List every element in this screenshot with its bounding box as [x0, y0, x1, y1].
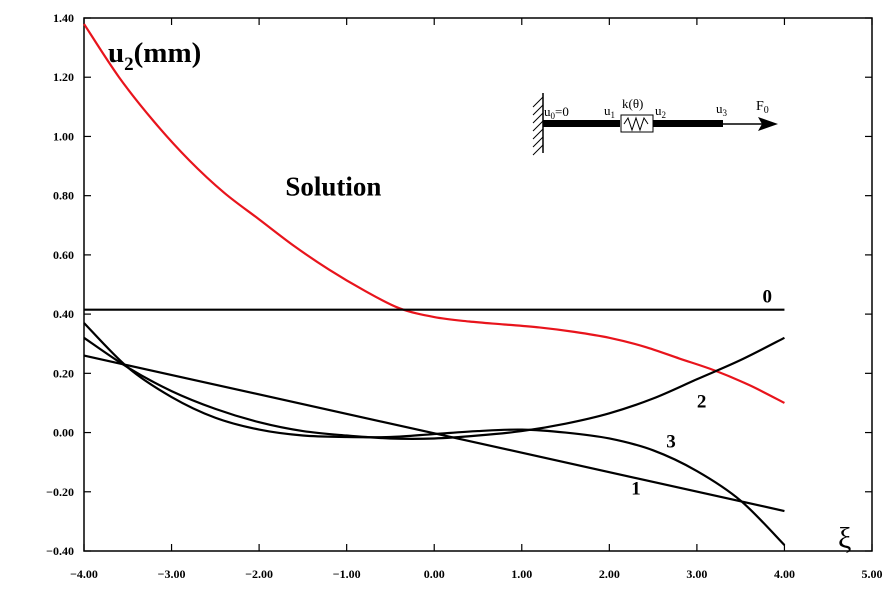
x-tick-label: 4.00 — [774, 567, 795, 581]
y-tick-label: 1.20 — [53, 70, 74, 84]
x-tick-label: 0.00 — [424, 567, 445, 581]
series-labels: Solution 0 1 23 — [285, 172, 772, 500]
inset-label-u2: u2 — [655, 103, 666, 120]
inset-label-u1: u1 — [604, 103, 615, 120]
tick-marks — [83, 17, 873, 552]
series-label-2: 2 — [697, 391, 707, 412]
y-axis-label-sub: 2 — [124, 54, 134, 75]
inset-label-u0: u0=0 — [544, 104, 569, 121]
plot-frame — [83, 17, 873, 552]
x-tick-label: −1.00 — [333, 567, 361, 581]
y-axis-label-unit: (mm) — [134, 37, 202, 69]
y-tick-label: 1.40 — [53, 11, 74, 25]
inset-label-f0: F0 — [756, 99, 769, 116]
y-tick-label: 0.80 — [53, 189, 74, 203]
y-tick-label: −0.40 — [46, 544, 74, 558]
x-tick-label: 3.00 — [686, 567, 707, 581]
series-line-solution — [83, 23, 785, 404]
series-label-0: 0 — [763, 286, 773, 307]
force-arrow-head — [758, 117, 778, 131]
y-tick-label: 0.00 — [53, 426, 74, 440]
bar-left — [543, 120, 620, 127]
y-tick-label: 0.20 — [53, 366, 74, 380]
spring-zigzag — [623, 116, 649, 132]
series-line-curve-2 — [83, 336, 785, 440]
series-label-3: 3 — [666, 431, 676, 452]
series-lines — [83, 23, 786, 546]
bar-right — [653, 120, 723, 127]
series-line-curve-3 — [83, 322, 786, 546]
x-tick-label: 2.00 — [599, 567, 620, 581]
y-tick-label: 0.60 — [53, 248, 74, 262]
x-tick-label: −4.00 — [70, 567, 98, 581]
y-tick-label: 0.40 — [53, 307, 74, 321]
axes — [83, 17, 873, 552]
x-axis-label: ξ — [838, 522, 851, 555]
wall-hatch — [532, 96, 544, 156]
series-label-solution: Solution — [285, 172, 381, 202]
y-tick-label: −0.20 — [46, 485, 74, 499]
y-tick-label: 1.00 — [53, 129, 74, 143]
inset-label-k: k(θ) — [622, 96, 643, 111]
x-tick-label: 1.00 — [511, 567, 532, 581]
x-tick-label: 5.00 — [862, 567, 883, 581]
inset-label-u3: u3 — [716, 101, 728, 118]
series-label-1: 1 — [631, 479, 641, 500]
x-tick-label: −3.00 — [158, 567, 186, 581]
y-axis-label-main: u — [108, 37, 124, 69]
x-tick-label: −2.00 — [245, 567, 273, 581]
tick-labels: −4.00 −3.00 −2.00 −1.00 0.00 1.00 2.00 3.00 4.00… — [46, 11, 882, 581]
inset-schematic: u0=0 u1 k(θ) u2 u3 F0 — [532, 93, 778, 156]
y-axis-label: u2(mm) — [108, 37, 201, 75]
